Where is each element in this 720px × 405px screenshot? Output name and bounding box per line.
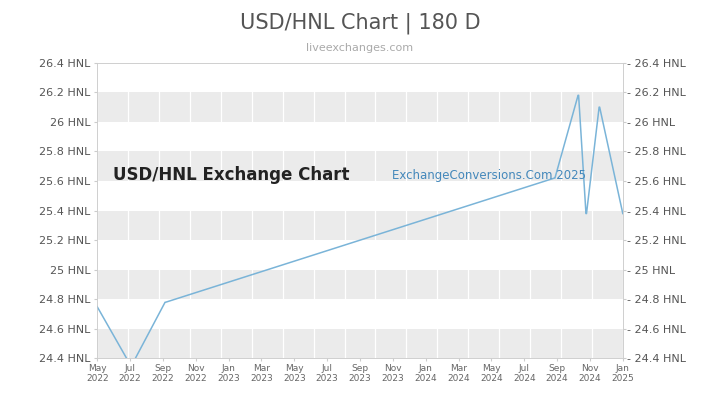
Text: USD/HNL Exchange Chart: USD/HNL Exchange Chart	[113, 166, 349, 184]
Bar	[97, 92, 623, 122]
Text: ExchangeConversions.Com 2025: ExchangeConversions.Com 2025	[392, 168, 585, 181]
Text: liveexchanges.com: liveexchanges.com	[307, 43, 413, 53]
Bar	[97, 329, 623, 358]
Bar	[97, 151, 623, 181]
Text: USD/HNL Chart | 180 D: USD/HNL Chart | 180 D	[240, 12, 480, 34]
Bar	[97, 211, 623, 240]
Bar	[97, 270, 623, 299]
